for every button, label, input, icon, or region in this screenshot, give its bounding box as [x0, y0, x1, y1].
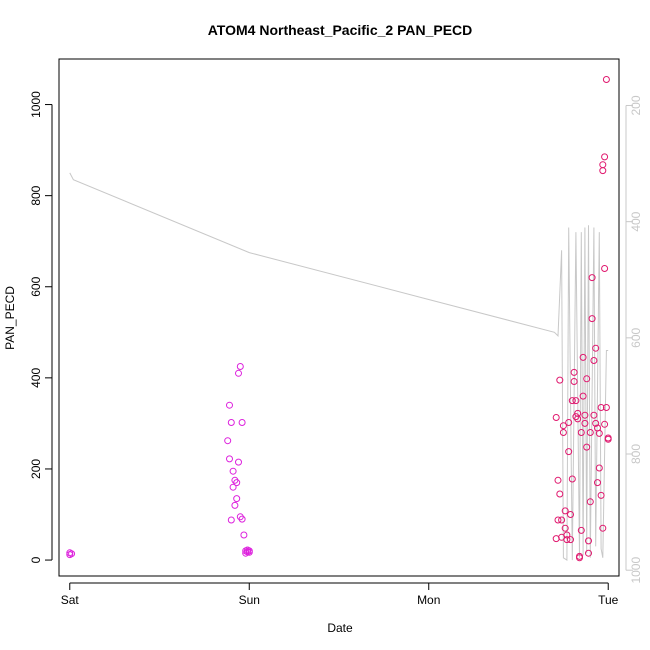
secondary-y-tick-label: 1000: [629, 557, 643, 584]
y-tick-label: 1000: [29, 91, 43, 118]
data-point: [561, 507, 569, 515]
data-point: [601, 265, 609, 272]
secondary-y-tick-label: 600: [629, 327, 643, 347]
data-point: [229, 483, 237, 491]
x-tick-label: Sun: [239, 593, 260, 607]
data-point: [577, 526, 585, 534]
x-tick-label: Mon: [417, 593, 440, 607]
data-point: [231, 476, 239, 484]
data-point: [245, 548, 253, 556]
data-point: [233, 495, 241, 503]
data-point: [238, 419, 246, 426]
data-point: [595, 429, 603, 437]
data-point: [565, 419, 573, 426]
data-point: [227, 419, 235, 426]
data-point: [586, 498, 594, 506]
y-tick-label: 400: [29, 368, 43, 388]
data-point: [226, 401, 233, 409]
data-point: [554, 516, 562, 524]
data-point: [561, 524, 569, 532]
data-point: [586, 429, 594, 436]
data-point: [592, 344, 600, 352]
data-point: [68, 550, 76, 558]
data-point: [601, 420, 609, 428]
data-point: [559, 429, 567, 436]
data-point: [577, 429, 585, 436]
data-point: [588, 274, 596, 282]
data-point: [558, 516, 566, 524]
data-point: [563, 536, 571, 544]
data-point: [233, 479, 241, 487]
data-point: [597, 491, 605, 499]
data-point: [604, 434, 612, 442]
points-layer: [66, 76, 612, 562]
data-point: [583, 443, 591, 451]
data-point: [594, 479, 601, 487]
x-axis: Sat Sun Mon Tue: [61, 582, 619, 607]
y-tick-label: 200: [29, 459, 43, 479]
secondary-y-axis: 200 400 600 800 1000: [625, 95, 643, 584]
data-point: [235, 369, 242, 377]
data-point: [590, 357, 598, 364]
data-point: [576, 552, 583, 560]
data-point: [235, 458, 242, 466]
data-point: [585, 537, 592, 545]
chart-title: ATOM4 Northeast_Pacific_2 PAN_PECD: [208, 22, 473, 38]
data-point: [601, 153, 609, 161]
y-tick-label: 0: [29, 556, 43, 563]
data-point: [552, 414, 560, 421]
data-point: [579, 353, 587, 361]
data-point: [602, 76, 610, 83]
data-point: [231, 501, 239, 509]
x-tick-label: Tue: [598, 593, 619, 607]
data-point: [599, 161, 607, 169]
data-point: [229, 467, 237, 475]
data-point: [592, 419, 600, 427]
data-point: [568, 397, 576, 405]
data-point: [597, 404, 605, 411]
data-point: [579, 392, 587, 400]
secondary-y-tick-label: 200: [629, 95, 643, 115]
data-point: [554, 476, 562, 484]
data-point: [588, 315, 596, 323]
y-axis: 0 200 400 600 800 1000: [29, 91, 53, 563]
data-point: [240, 531, 248, 539]
data-point: [567, 536, 574, 544]
data-point: [570, 378, 578, 385]
data-point: [556, 376, 564, 384]
plot-frame: [58, 58, 620, 577]
data-point: [599, 524, 607, 532]
data-point: [583, 375, 591, 383]
data-point: [574, 415, 582, 423]
x-tick-label: Sat: [61, 593, 80, 607]
data-point: [559, 422, 567, 430]
y-tick-label: 800: [29, 185, 43, 205]
data-point: [567, 511, 574, 518]
data-point: [563, 531, 571, 539]
secondary-y-tick-label: 400: [629, 211, 643, 231]
data-point: [227, 516, 235, 524]
data-point: [226, 455, 233, 463]
data-point: [590, 411, 598, 419]
data-point: [595, 464, 603, 472]
secondary-y-tick-label: 800: [629, 444, 643, 464]
data-point: [572, 397, 580, 405]
data-point: [568, 475, 576, 483]
x-axis-label: Date: [327, 621, 353, 635]
data-point: [224, 437, 232, 445]
data-point: [556, 490, 564, 498]
data-point: [585, 549, 592, 557]
data-point: [238, 515, 246, 523]
y-axis-label: PAN_PECD: [3, 286, 17, 350]
data-point: [581, 419, 589, 427]
y-tick-label: 600: [29, 276, 43, 296]
data-point: [565, 448, 573, 456]
data-point: [236, 513, 244, 521]
data-point: [602, 404, 610, 411]
data-point: [236, 363, 244, 370]
data-point: [581, 411, 589, 419]
data-point: [570, 368, 578, 376]
